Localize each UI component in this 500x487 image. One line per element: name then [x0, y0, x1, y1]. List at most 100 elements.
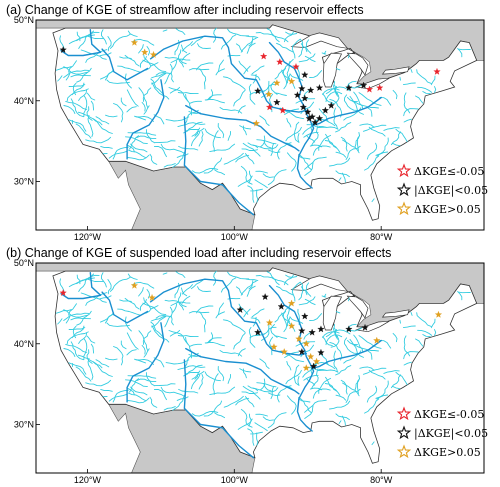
river-tributary: [78, 332, 88, 344]
river-tributary: [83, 95, 88, 117]
map-frame: [35, 262, 485, 474]
river-tributary: [105, 357, 118, 361]
station-star-orange: [287, 299, 296, 307]
station-markers: [59, 38, 441, 127]
river-tributary: [220, 277, 237, 293]
river-tributary: [165, 359, 190, 365]
river-tributary: [128, 392, 147, 402]
river-tributary: [457, 291, 463, 301]
river-tributary: [335, 68, 341, 71]
river-tributary: [376, 151, 389, 157]
station-star-red: [260, 52, 268, 60]
river-tributary: [87, 358, 94, 381]
river-tributary: [65, 60, 77, 81]
great-lake: [290, 32, 349, 49]
river-tributary: [375, 380, 389, 399]
river-tributary: [223, 395, 244, 408]
river-tributary: [266, 271, 289, 286]
river-tributary: [241, 391, 258, 394]
river-tributary: [241, 148, 258, 151]
river-main: [126, 322, 165, 403]
river-tributary: [90, 343, 95, 354]
river-tributary: [239, 125, 252, 130]
map-frame: [35, 19, 485, 231]
river-tributary: [239, 368, 252, 373]
river-tributary: [163, 406, 176, 411]
river-tributary: [113, 103, 124, 123]
river-tributary: [181, 52, 191, 61]
river-tributary: [289, 73, 304, 81]
river-tributary: [343, 337, 359, 354]
river-tributary: [269, 336, 274, 356]
river-tributary: [390, 374, 402, 389]
river-tributary: [333, 81, 339, 97]
river-tributary: [270, 386, 274, 400]
river-tributary: [254, 422, 268, 432]
river-tributary: [417, 86, 433, 93]
station-star-orange: [302, 364, 310, 372]
river-tributary: [107, 279, 112, 295]
panel-b-title: (b) Change of KGE of suspended load afte…: [6, 246, 392, 260]
river-tributary: [240, 280, 257, 296]
river-tributary: [138, 44, 144, 54]
station-star-black: [345, 325, 353, 333]
river-tributary: [217, 59, 224, 72]
river-tributary: [175, 28, 186, 35]
river-tributary: [132, 38, 155, 46]
river-tributary: [255, 275, 280, 286]
river-tributary: [170, 301, 191, 306]
river-tributary: [191, 167, 219, 174]
river-tributary: [99, 295, 112, 300]
great-lake: [346, 52, 369, 76]
river-tributary: [343, 94, 359, 111]
river-tributary: [169, 329, 181, 337]
river-tributary: [399, 319, 401, 324]
river-tributary: [162, 29, 168, 32]
river-tributary: [146, 46, 151, 56]
river-tributary: [255, 170, 268, 174]
river-tributary: [126, 106, 137, 113]
river-tributary: [76, 274, 81, 285]
river-tributary: [77, 111, 90, 117]
river-tributary: [160, 143, 186, 154]
river-tributary: [143, 297, 152, 310]
river-tributary: [151, 315, 167, 322]
river-tributary: [135, 358, 154, 365]
river-tributary: [87, 278, 104, 283]
station-star-orange: [141, 48, 149, 56]
river-tributary: [399, 76, 401, 81]
river-tributary: [63, 105, 76, 114]
river-tributary: [298, 53, 316, 63]
legend-label-black: |ΔKGE|<0.05: [414, 184, 488, 198]
river-tributary: [285, 274, 298, 278]
river-tributary: [298, 153, 312, 170]
station-star-black: [254, 328, 262, 336]
river-tributary: [80, 49, 107, 60]
river-tributary: [99, 52, 112, 57]
river-tributary: [359, 123, 375, 128]
river-tributary: [109, 276, 131, 292]
river-tributary: [134, 115, 147, 121]
river-tributary: [160, 386, 186, 397]
station-star-black: [311, 118, 319, 126]
river-tributary: [90, 100, 95, 111]
river-tributary: [248, 326, 256, 348]
river-tributary: [312, 388, 331, 399]
river-tributary: [305, 282, 310, 296]
river-tributary: [340, 136, 348, 152]
river-tributary: [246, 42, 256, 54]
river-tributary: [181, 41, 193, 52]
river-tributary: [262, 173, 274, 178]
river-tributary: [256, 432, 259, 446]
river-tributary: [349, 95, 364, 115]
river-tributary: [188, 311, 210, 314]
lat-tick-label: 40°N: [14, 96, 34, 106]
station-star-red: [433, 67, 441, 75]
river-tributary: [252, 144, 279, 150]
river-tributary: [312, 145, 331, 156]
station-star-orange: [148, 293, 156, 301]
river-tributary: [190, 36, 204, 47]
river-tributary: [306, 124, 327, 128]
river-tributary: [188, 68, 210, 71]
lon-tick-label: 100°W: [221, 475, 249, 485]
